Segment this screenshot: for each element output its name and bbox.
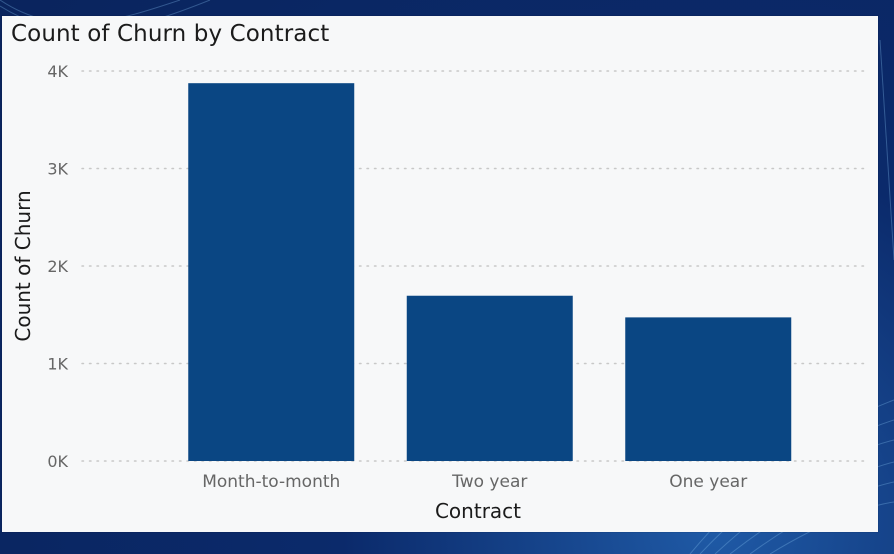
x-tick-label: Month-to-month bbox=[202, 472, 340, 492]
bar-one-year[interactable] bbox=[625, 317, 792, 461]
x-axis-label: Contract bbox=[435, 499, 521, 523]
bar-two-year[interactable] bbox=[406, 295, 573, 461]
y-tick-label: 4K bbox=[47, 62, 68, 81]
chart-title: Count of Churn by Contract bbox=[11, 21, 330, 47]
y-axis-ticks: 0K 1K 2K 3K 4K bbox=[47, 62, 68, 471]
x-tick-label: Two year bbox=[451, 472, 527, 492]
x-tick-label: One year bbox=[669, 472, 747, 492]
y-tick-label: 2K bbox=[47, 257, 68, 276]
y-tick-label: 1K bbox=[47, 355, 68, 374]
x-axis-ticks: Month-to-month Two year One year bbox=[202, 472, 747, 492]
bars bbox=[188, 83, 792, 461]
y-axis-label: Count of Churn bbox=[11, 190, 35, 341]
y-tick-label: 3K bbox=[47, 160, 68, 179]
bar-chart: 0K 1K 2K 3K 4K Month-to-month Two year One yea… bbox=[11, 62, 869, 523]
y-tick-label: 0K bbox=[47, 452, 68, 471]
bar-month-to-month[interactable] bbox=[188, 83, 355, 461]
chart-card: 0K 1K 2K 3K 4K Month-to-month Two year One yea… bbox=[2, 16, 878, 532]
